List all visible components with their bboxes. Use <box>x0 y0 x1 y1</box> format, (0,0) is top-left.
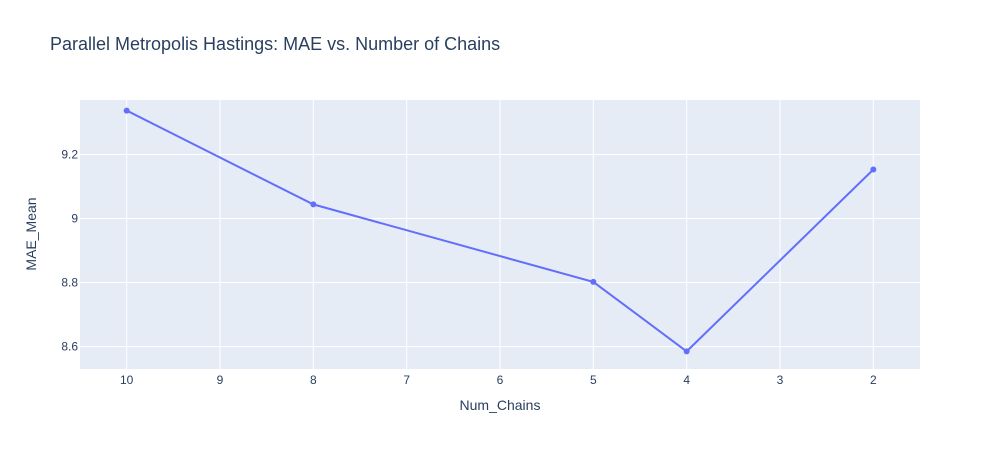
y-tick-label: 9 <box>71 211 78 225</box>
y-tick-label: 9.2 <box>61 147 78 161</box>
y-axis-title: MAE_Mean <box>23 197 39 270</box>
data-point <box>683 348 690 355</box>
data-point <box>310 201 317 208</box>
x-tick-label: 9 <box>217 373 224 387</box>
x-tick-label: 10 <box>120 373 134 387</box>
x-tick-label: 3 <box>777 373 784 387</box>
x-axis-title: Num_Chains <box>460 397 541 413</box>
x-tick-label: 7 <box>403 373 410 387</box>
series-group <box>123 107 877 355</box>
data-point <box>123 107 130 114</box>
data-point <box>590 278 597 285</box>
x-tick-labels: 10 9 8 7 6 5 4 3 2 <box>120 373 877 387</box>
x-tick-label: 8 <box>310 373 317 387</box>
grid-lines <box>80 100 920 369</box>
data-point <box>870 166 877 173</box>
x-tick-label: 5 <box>590 373 597 387</box>
chart-title: Parallel Metropolis Hastings: MAE vs. Nu… <box>50 34 500 54</box>
y-tick-label: 8.8 <box>61 276 78 290</box>
x-tick-label: 2 <box>870 373 877 387</box>
x-tick-label: 4 <box>683 373 690 387</box>
x-tick-label: 6 <box>497 373 504 387</box>
y-tick-label: 8.6 <box>61 340 78 354</box>
y-tick-labels: 8.6 8.8 9 9.2 <box>61 147 78 353</box>
